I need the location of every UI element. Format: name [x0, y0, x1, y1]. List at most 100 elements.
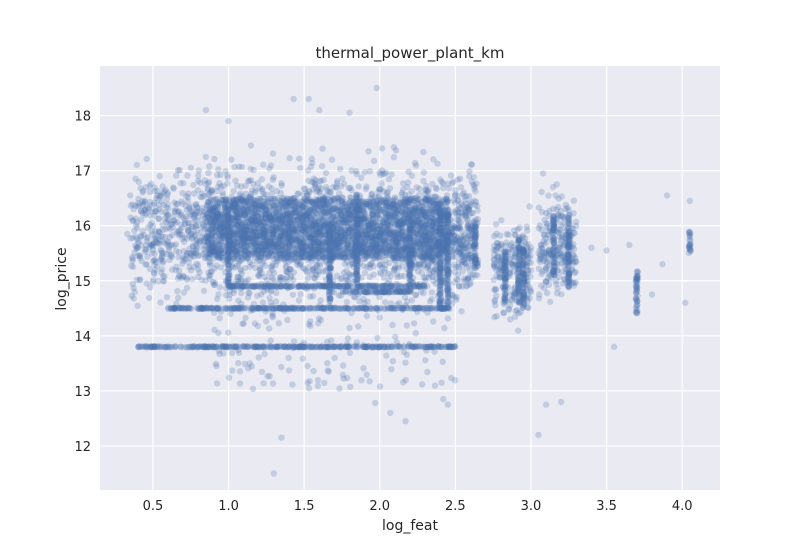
scatter-point [158, 255, 165, 263]
scatter-point [160, 273, 167, 280]
scatter-point [370, 198, 377, 205]
scatter-point [409, 246, 416, 253]
scatter-point [211, 155, 218, 163]
scatter-point [444, 275, 451, 282]
scatter-point [470, 218, 478, 225]
scatter-point [433, 241, 440, 248]
scatter-point [356, 297, 363, 305]
scatter-point [185, 227, 192, 234]
scatter-point [283, 243, 291, 250]
scatter-point [436, 240, 443, 247]
scatter-point [454, 225, 461, 232]
scatter-point [129, 217, 137, 224]
scatter-point [332, 221, 339, 228]
scatter-point [454, 234, 462, 241]
scatter-point [301, 265, 308, 273]
scatter-point [413, 184, 420, 191]
scatter-point [351, 271, 358, 278]
scatter-point [230, 188, 237, 195]
scatter-point [448, 292, 456, 299]
scatter-point [465, 242, 473, 249]
scatter-point [276, 274, 283, 281]
scatter-point [337, 275, 344, 283]
scatter-point [461, 259, 468, 266]
scatter-point [457, 184, 465, 191]
scatter-point [337, 165, 344, 173]
scatter-point [449, 179, 456, 187]
scatter-point [335, 234, 343, 242]
scatter-point [128, 262, 135, 269]
scatter-point [429, 223, 436, 230]
scatter-point [441, 212, 449, 219]
scatter-point [443, 221, 450, 228]
scatter-point [132, 175, 139, 182]
scatter-point [245, 276, 252, 283]
scatter-point [316, 200, 323, 207]
scatter-point [321, 232, 328, 239]
scatter-point [274, 225, 282, 232]
scatter-point [177, 180, 184, 187]
scatter-point [281, 256, 288, 263]
scatter-point [342, 273, 350, 280]
scatter-point [302, 281, 309, 288]
scatter-point [245, 177, 252, 185]
plot-background [100, 66, 720, 490]
scatter-point [133, 224, 141, 232]
scatter-point [147, 284, 154, 291]
scatter-point [263, 235, 271, 242]
scatter-point [449, 252, 456, 260]
scatter-point [429, 254, 436, 261]
scatter-point [268, 263, 275, 270]
scatter-point [351, 293, 359, 301]
scatter-point [238, 300, 245, 307]
scatter-point [205, 178, 213, 186]
scatter-point [330, 225, 337, 233]
scatter-point [165, 224, 172, 231]
scatter-point [400, 272, 408, 280]
scatter-point [228, 156, 235, 163]
scatter-point [246, 234, 253, 242]
scatter-point [426, 266, 434, 273]
scatter-point [245, 235, 252, 242]
scatter-point [366, 168, 374, 175]
scatter-point [318, 232, 325, 239]
scatter-point [466, 173, 473, 180]
scatter-point [243, 278, 250, 285]
scatter-point [444, 250, 451, 258]
scatter-point [409, 255, 416, 262]
scatter-point [228, 248, 235, 256]
scatter-point [373, 209, 380, 217]
scatter-point [450, 239, 457, 246]
scatter-point [452, 191, 459, 198]
scatter-point [271, 255, 278, 263]
scatter-point [149, 230, 156, 238]
scatter-point [175, 294, 182, 301]
scatter-point [378, 264, 386, 271]
scatter-point [349, 229, 356, 237]
scatter-point [434, 160, 441, 167]
scatter-point [406, 204, 413, 211]
scatter-point [241, 230, 248, 237]
scatter-point [219, 254, 226, 261]
scatter-point [256, 266, 263, 274]
scatter-point [411, 262, 418, 269]
scatter-point [468, 257, 475, 264]
scatter-point [372, 219, 379, 226]
scatter-point [461, 193, 468, 200]
scatter-point [141, 207, 148, 214]
scatter-point [384, 209, 391, 217]
scatter-point [165, 216, 172, 223]
scatter-point [159, 259, 166, 266]
scatter-point [460, 241, 467, 248]
scatter-point [468, 161, 475, 168]
scatter-point [355, 224, 363, 231]
scatter-point [266, 165, 273, 172]
scatter-point [148, 242, 156, 249]
scatter-point [330, 213, 338, 221]
scatter-point [414, 261, 422, 268]
scatter-point [467, 279, 474, 286]
scatter-point [410, 195, 417, 202]
scatter-point [459, 190, 466, 198]
scatter-point [247, 193, 254, 200]
